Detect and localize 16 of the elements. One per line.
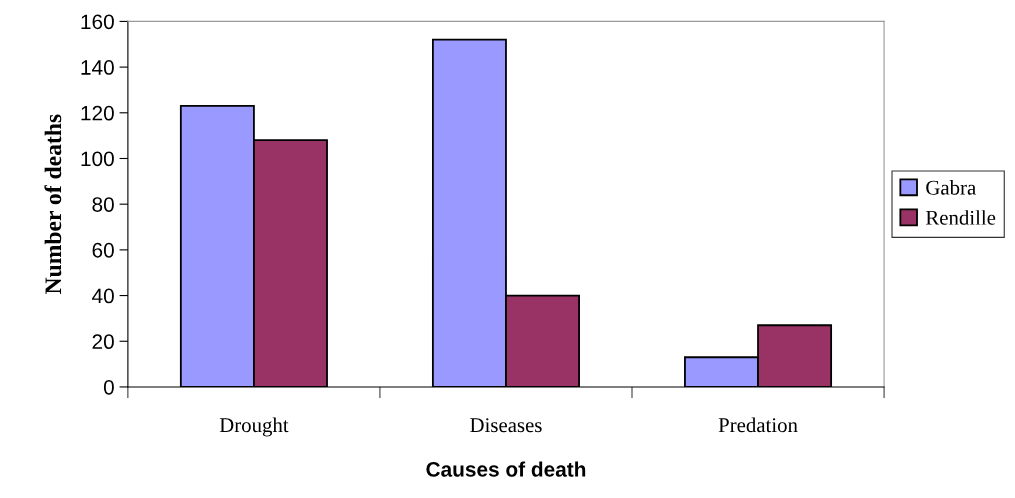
y-tick-label: 20 <box>92 334 114 350</box>
x-tick-label: Diseases <box>470 418 542 433</box>
legend-label: Rendille <box>925 210 996 225</box>
y-tick-label: 40 <box>92 288 114 304</box>
x-tick-label: Predation <box>718 417 798 433</box>
y-axis-title: Number of deaths <box>44 114 62 295</box>
y-tick-label: 0 <box>103 379 114 395</box>
y-tick-label: 160 <box>81 14 114 30</box>
legend-label: Gabra <box>926 180 976 195</box>
y-tick-label: 140 <box>81 60 114 75</box>
y-tick-label: 120 <box>81 105 114 121</box>
x-axis-title: Causes of death <box>426 461 586 477</box>
y-tick-label: 100 <box>81 151 114 167</box>
x-tick-label: Drought <box>219 417 289 437</box>
y-tick-label: 80 <box>92 197 114 212</box>
y-tick-label: 60 <box>92 242 114 258</box>
